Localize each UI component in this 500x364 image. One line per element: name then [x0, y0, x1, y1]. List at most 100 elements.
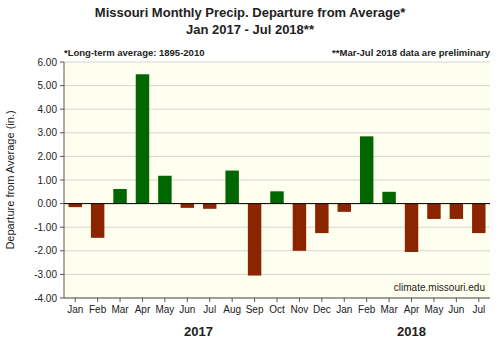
y-tick-label: 0.00: [38, 198, 58, 209]
bar: [181, 204, 194, 208]
x-tick-label: Feb: [358, 304, 376, 315]
x-tick-label: Jan: [336, 304, 352, 315]
bar: [360, 136, 373, 203]
y-tick: [60, 227, 64, 228]
bar: [315, 204, 328, 234]
bar: [91, 204, 104, 238]
y-tick: [60, 156, 64, 157]
x-tick: [411, 298, 412, 302]
x-tick-label: Sep: [246, 304, 264, 315]
x-tick: [321, 298, 322, 302]
x-tick-label: Jun: [448, 304, 464, 315]
plot-background: [64, 62, 490, 298]
x-tick: [209, 298, 210, 302]
x-tick-label: Oct: [269, 304, 285, 315]
bar: [338, 204, 351, 212]
x-tick-label: May: [155, 304, 174, 315]
x-tick: [164, 298, 165, 302]
x-tick-label: Apr: [135, 304, 151, 315]
bar: [225, 171, 238, 204]
x-tick: [254, 298, 255, 302]
grid-line: [64, 180, 490, 181]
grid-line: [64, 85, 490, 86]
group-label: 2018: [397, 324, 426, 339]
bar: [405, 204, 418, 252]
y-tick-label: -3.00: [34, 269, 57, 280]
bar: [293, 204, 306, 251]
bar: [136, 74, 149, 203]
grid-line: [64, 250, 490, 251]
grid-line: [64, 274, 490, 275]
x-tick-label: Aug: [223, 304, 241, 315]
footnote: *Long-term average: 1895-2010: [64, 47, 204, 58]
bar: [472, 204, 485, 234]
x-tick: [120, 298, 121, 302]
x-tick: [187, 298, 188, 302]
y-tick-label: 5.00: [38, 80, 58, 91]
zero-line: [64, 203, 490, 204]
y-tick-label: 1.00: [38, 175, 58, 186]
x-tick-label: Nov: [291, 304, 309, 315]
group-label: 2017: [184, 324, 213, 339]
y-tick: [60, 180, 64, 181]
bar: [158, 176, 171, 204]
y-tick-label: -2.00: [34, 245, 57, 256]
y-tick: [60, 250, 64, 251]
chart: Missouri Monthly Precip. Departure from …: [0, 0, 500, 364]
grid-line: [64, 227, 490, 228]
x-tick: [142, 298, 143, 302]
bar: [68, 204, 81, 208]
x-tick: [232, 298, 233, 302]
title: Missouri Monthly Precip. Departure from …: [95, 5, 406, 20]
grid-line: [64, 109, 490, 110]
x-tick-label: Jan: [67, 304, 83, 315]
bar: [113, 189, 126, 204]
y-tick: [60, 203, 64, 204]
x-tick: [344, 298, 345, 302]
x-tick: [456, 298, 457, 302]
y-tick-label: 3.00: [38, 127, 58, 138]
bar: [270, 191, 283, 203]
x-tick: [97, 298, 98, 302]
x-tick-label: Mar: [111, 304, 129, 315]
x-tick-label: May: [424, 304, 443, 315]
x-tick: [366, 298, 367, 302]
footnote: **Mar-Jul 2018 data are preliminary: [332, 47, 491, 58]
grid-line: [64, 156, 490, 157]
bar: [382, 192, 395, 204]
grid-line: [64, 203, 490, 204]
y-tick-label: 6.00: [38, 57, 58, 68]
x-tick: [277, 298, 278, 302]
y-axis-line: [64, 62, 65, 298]
subtitle: Jan 2017 - Jul 2018**: [186, 22, 315, 37]
watermark: climate.missouri.edu: [394, 282, 485, 293]
y-axis-label: Departure from Average (in.): [4, 110, 16, 249]
grid: [64, 62, 490, 298]
bars: [68, 74, 485, 275]
x-tick-label: Jul: [203, 304, 216, 315]
x-tick: [389, 298, 390, 302]
grid-line: [64, 132, 490, 133]
y-tick: [60, 274, 64, 275]
bar: [248, 204, 261, 276]
bar: [450, 204, 463, 219]
y-tick: [60, 132, 64, 133]
x-tick: [299, 298, 300, 302]
grid-line: [64, 62, 490, 63]
x-tick-label: Apr: [404, 304, 420, 315]
y-tick-label: -4.00: [34, 293, 57, 304]
x-tick: [478, 298, 479, 302]
x-tick-label: Mar: [380, 304, 398, 315]
bar: [203, 204, 216, 209]
y-tick: [60, 298, 64, 299]
y-tick-label: -1.00: [34, 222, 57, 233]
y-tick: [60, 109, 64, 110]
x-tick: [75, 298, 76, 302]
y-tick-label: 4.00: [38, 104, 58, 115]
x-tick-label: Jul: [472, 304, 485, 315]
bar: [427, 204, 440, 219]
y-tick-label: 2.00: [38, 151, 58, 162]
x-tick-label: Feb: [89, 304, 107, 315]
x-tick-label: Dec: [313, 304, 331, 315]
x-tick: [433, 298, 434, 302]
